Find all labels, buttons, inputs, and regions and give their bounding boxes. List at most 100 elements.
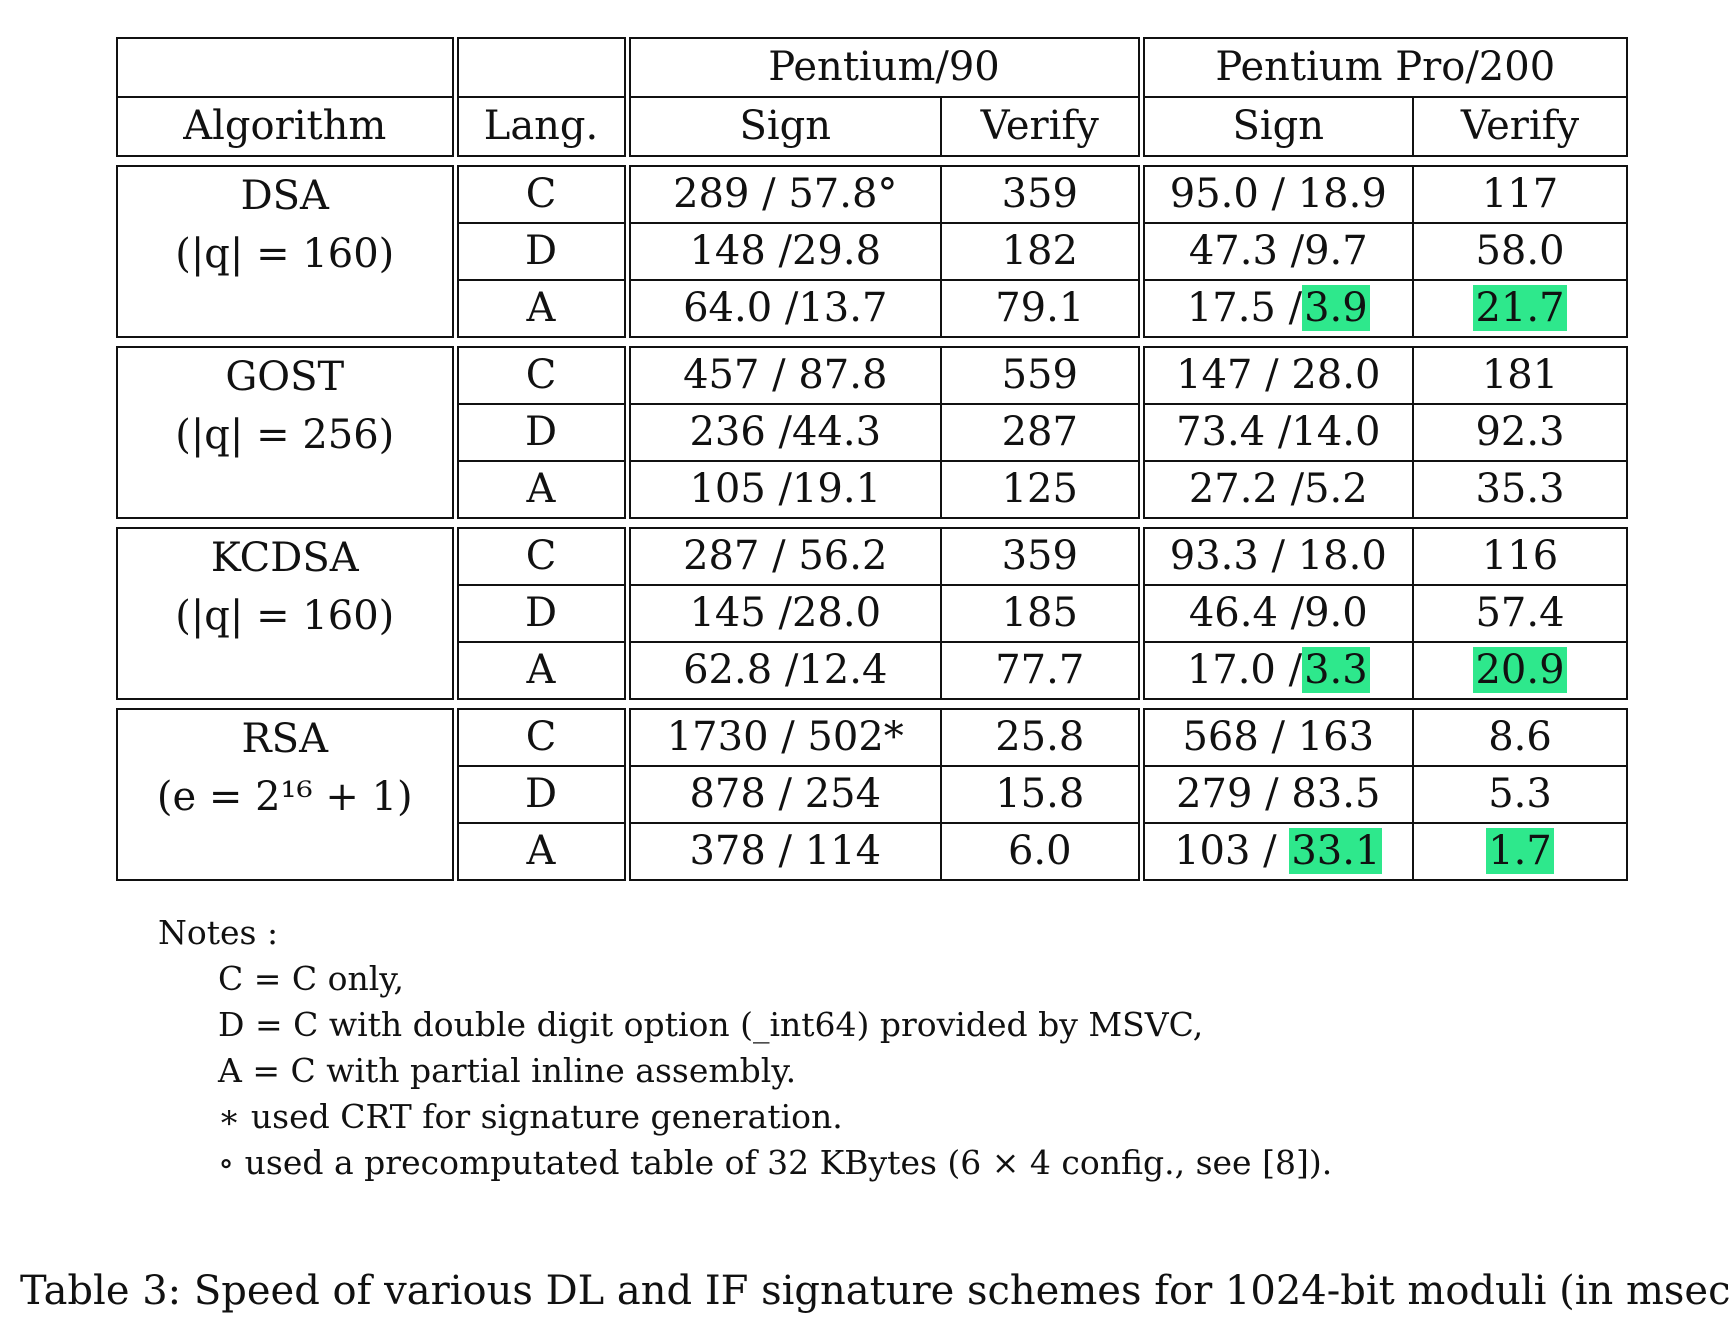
- p90-verify-cell: 125: [939, 460, 1143, 519]
- p90-verify-cell: 559: [939, 346, 1143, 405]
- p90-sign-cell: 289 / 57.8°: [623, 165, 942, 224]
- lang-cell: C: [451, 165, 628, 224]
- ppro-sign-cell: 73.4 /14.0: [1137, 403, 1415, 462]
- spacer-cell: [117, 337, 1627, 347]
- table-row: D 148 /29.8 182 47.3 /9.7 58.0: [117, 222, 1629, 281]
- ppro-sign-value: 279 / 83.5: [1176, 771, 1381, 817]
- header-group-pentium-90: Pentium/90: [623, 37, 1143, 98]
- ppro-verify-value: 21.7: [1473, 285, 1567, 331]
- ppro-verify-value: 57.4: [1475, 590, 1565, 636]
- ppro-sign-cell: 17.5 /3.9: [1137, 279, 1415, 338]
- algorithm-cell: DSA (|q| = 160): [116, 165, 456, 338]
- lang-cell: D: [451, 403, 628, 462]
- lang-cell: D: [451, 584, 628, 643]
- ppro-verify-value: 58.0: [1475, 228, 1565, 274]
- note-item: A = C with partial inline assembly.: [218, 1051, 797, 1090]
- ppro-sign-highlighted-value: 3.9: [1302, 285, 1370, 331]
- ppro-sign-highlighted-value: 3.3: [1302, 647, 1370, 693]
- table-notes: Notes : C = C only, D = C with double di…: [158, 910, 1332, 1186]
- p90-sign-cell: 878 / 254: [623, 765, 942, 824]
- table-row: D 878 / 254 15.8 279 / 83.5 5.3: [117, 765, 1629, 824]
- ppro-sign-value: 27.2 /5.2: [1188, 466, 1368, 512]
- spacer-cell: [117, 699, 1627, 709]
- ppro-sign-value: 93.3 / 18.0: [1169, 533, 1387, 579]
- ppro-verify-value: 20.9: [1473, 647, 1567, 693]
- ppro-verify-value: 1.7: [1486, 828, 1554, 874]
- p90-verify-cell: 359: [939, 165, 1143, 224]
- column-header-ppro-verify: Verify: [1412, 96, 1629, 157]
- algorithm-name: GOST: [225, 354, 345, 400]
- speed-table: Pentium/90 Pentium Pro/200 Algorithm Lan…: [116, 37, 1629, 881]
- note-item: ∘ used a precomputated table of 32 KByte…: [218, 1143, 1333, 1182]
- group-spacer: [117, 337, 1627, 347]
- ppro-sign-cell: 279 / 83.5: [1137, 765, 1415, 824]
- p90-sign-cell: 64.0 /13.7: [623, 279, 942, 338]
- ppro-verify-cell: 117: [1412, 165, 1629, 224]
- lang-cell: A: [451, 822, 628, 881]
- algorithm-param: (|q| = 160): [175, 593, 395, 639]
- column-header-p90-sign: Sign: [623, 96, 942, 157]
- lang-cell: A: [451, 460, 628, 519]
- p90-sign-cell: 287 / 56.2: [623, 527, 942, 586]
- spacer-cell: [117, 518, 1627, 528]
- algorithm-name: KCDSA: [210, 535, 359, 581]
- p90-verify-cell: 25.8: [939, 708, 1143, 767]
- p90-verify-cell: 79.1: [939, 279, 1143, 338]
- header-empty-cell: [451, 37, 628, 98]
- p90-sign-cell: 457 / 87.8: [623, 346, 942, 405]
- ppro-verify-value: 8.6: [1488, 714, 1552, 760]
- p90-verify-cell: 15.8: [939, 765, 1143, 824]
- p90-verify-cell: 182: [939, 222, 1143, 281]
- lang-cell: C: [451, 708, 628, 767]
- ppro-verify-cell: 35.3: [1412, 460, 1629, 519]
- ppro-verify-cell: 20.9: [1412, 641, 1629, 700]
- lang-cell: C: [451, 346, 628, 405]
- ppro-sign-cell: 95.0 / 18.9: [1137, 165, 1415, 224]
- notes-title: Notes :: [158, 913, 279, 952]
- algorithm-param: (|q| = 256): [175, 412, 395, 458]
- p90-sign-cell: 1730 / 502*: [623, 708, 942, 767]
- p90-sign-cell: 145 /28.0: [623, 584, 942, 643]
- column-header-lang: Lang.: [451, 96, 628, 157]
- p90-verify-cell: 77.7: [939, 641, 1143, 700]
- ppro-verify-cell: 8.6: [1412, 708, 1629, 767]
- ppro-sign-value: 17.0 /: [1186, 647, 1303, 693]
- algorithm-param: (|q| = 160): [175, 231, 395, 277]
- p90-verify-cell: 6.0: [939, 822, 1143, 881]
- algorithm-cell: GOST (|q| = 256): [116, 346, 456, 519]
- header-row-columns: Algorithm Lang. Sign Verify Sign Verify: [116, 96, 1629, 157]
- ppro-sign-cell: 147 / 28.0: [1137, 346, 1415, 405]
- ppro-sign-cell: 93.3 / 18.0: [1137, 527, 1415, 586]
- ppro-verify-value: 5.3: [1488, 771, 1552, 817]
- ppro-sign-value: 47.3 /9.7: [1188, 228, 1368, 274]
- group-spacer: [117, 156, 1627, 166]
- p90-sign-cell: 62.8 /12.4: [623, 641, 942, 700]
- lang-cell: C: [451, 527, 628, 586]
- lang-cell: D: [451, 765, 628, 824]
- algorithm-cell: KCDSA (|q| = 160): [116, 527, 456, 700]
- header-empty-cell: [116, 37, 456, 98]
- table-row: A 64.0 /13.7 79.1 17.5 /3.9 21.7: [117, 279, 1629, 338]
- p90-sign-cell: 148 /29.8: [623, 222, 942, 281]
- ppro-verify-cell: 116: [1412, 527, 1629, 586]
- lang-cell: D: [451, 222, 628, 281]
- ppro-verify-cell: 21.7: [1412, 279, 1629, 338]
- ppro-sign-value: 568 / 163: [1182, 714, 1375, 760]
- group-spacer: [117, 518, 1627, 528]
- note-item: ∗ used CRT for signature generation.: [218, 1097, 843, 1136]
- table-row: D 145 /28.0 185 46.4 /9.0 57.4: [117, 584, 1629, 643]
- ppro-sign-highlighted-value: 33.1: [1289, 828, 1383, 874]
- ppro-sign-cell: 27.2 /5.2: [1137, 460, 1415, 519]
- table-row: A 105 /19.1 125 27.2 /5.2 35.3: [117, 460, 1629, 519]
- spacer-cell: [117, 156, 1627, 166]
- ppro-verify-value: 181: [1481, 352, 1559, 398]
- ppro-sign-value: 17.5 /: [1186, 285, 1303, 331]
- p90-sign-cell: 378 / 114: [623, 822, 942, 881]
- header-group-pentium-pro-200: Pentium Pro/200: [1137, 37, 1629, 98]
- lang-cell: A: [451, 641, 628, 700]
- table-row: A 62.8 /12.4 77.7 17.0 /3.3 20.9: [117, 641, 1629, 700]
- algorithm-param: (e = 2¹⁶ + 1): [156, 774, 413, 820]
- table-row: DSA (|q| = 160) C 289 / 57.8° 359 95.0 / 18.9…: [116, 165, 1629, 338]
- p90-sign-cell: 105 /19.1: [623, 460, 942, 519]
- note-item: C = C only,: [218, 959, 405, 998]
